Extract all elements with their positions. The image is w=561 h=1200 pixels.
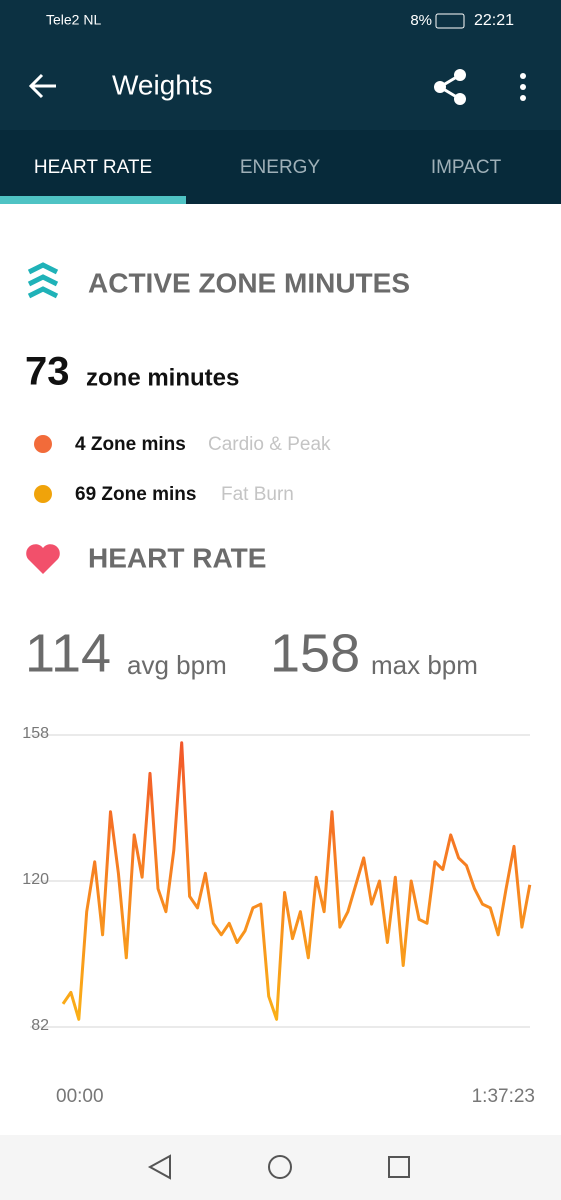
battery: 8% (410, 12, 432, 29)
avg-value: 114 (25, 623, 111, 683)
zone-kind: Cardio & Peak (208, 434, 331, 455)
section-heading: ACTIVE ZONE MINUTES (88, 267, 410, 298)
share-button[interactable] (434, 69, 466, 105)
battery-icon (435, 13, 465, 29)
zone-label: 69 Zone mins (75, 484, 196, 505)
zone-kind: Fat Burn (221, 484, 294, 505)
section-heading: HEART RATE (88, 542, 266, 573)
app-title: Weights (112, 69, 213, 100)
max-label: max bpm (371, 650, 478, 680)
heart-icon (26, 544, 60, 574)
zone-dot (34, 485, 52, 503)
y-tick-label: 158 (22, 725, 49, 742)
x-tick-label: 1:37:23 (472, 1086, 535, 1107)
tab[interactable]: HEART RATE (34, 157, 152, 178)
tab-bar (0, 130, 561, 204)
y-tick-label: 82 (31, 1017, 49, 1034)
azm-icon (27, 262, 59, 299)
tab[interactable]: ENERGY (240, 157, 321, 178)
max-value: 158 (270, 623, 360, 683)
back-button[interactable] (28, 73, 56, 99)
avg-label: avg bpm (127, 650, 227, 680)
tab[interactable]: IMPACT (431, 157, 502, 178)
heart-rate-line (61, 741, 532, 1021)
nav-recent[interactable] (388, 1156, 410, 1178)
y-tick-label: 120 (22, 871, 49, 888)
menu-button[interactable] (520, 73, 526, 101)
nav-back[interactable] (147, 1154, 171, 1180)
tab-indicator (0, 196, 186, 204)
zone-total: 73 (25, 350, 70, 394)
zone-label: 4 Zone mins (75, 434, 186, 455)
nav-bar (0, 1135, 561, 1200)
nav-home[interactable] (268, 1155, 292, 1179)
carrier: Tele2 NL (46, 12, 101, 28)
app-bar-bg (0, 0, 561, 130)
clock: 22:21 (474, 12, 514, 29)
x-tick-label: 00:00 (56, 1086, 104, 1107)
zone-total-label: zone minutes (86, 364, 239, 391)
zone-dot (34, 435, 52, 453)
